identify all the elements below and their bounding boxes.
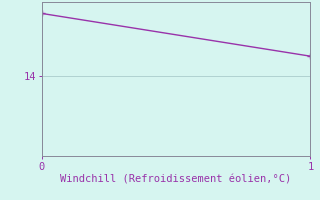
X-axis label: Windchill (Refroidissement éolien,°C): Windchill (Refroidissement éolien,°C) <box>60 174 292 184</box>
